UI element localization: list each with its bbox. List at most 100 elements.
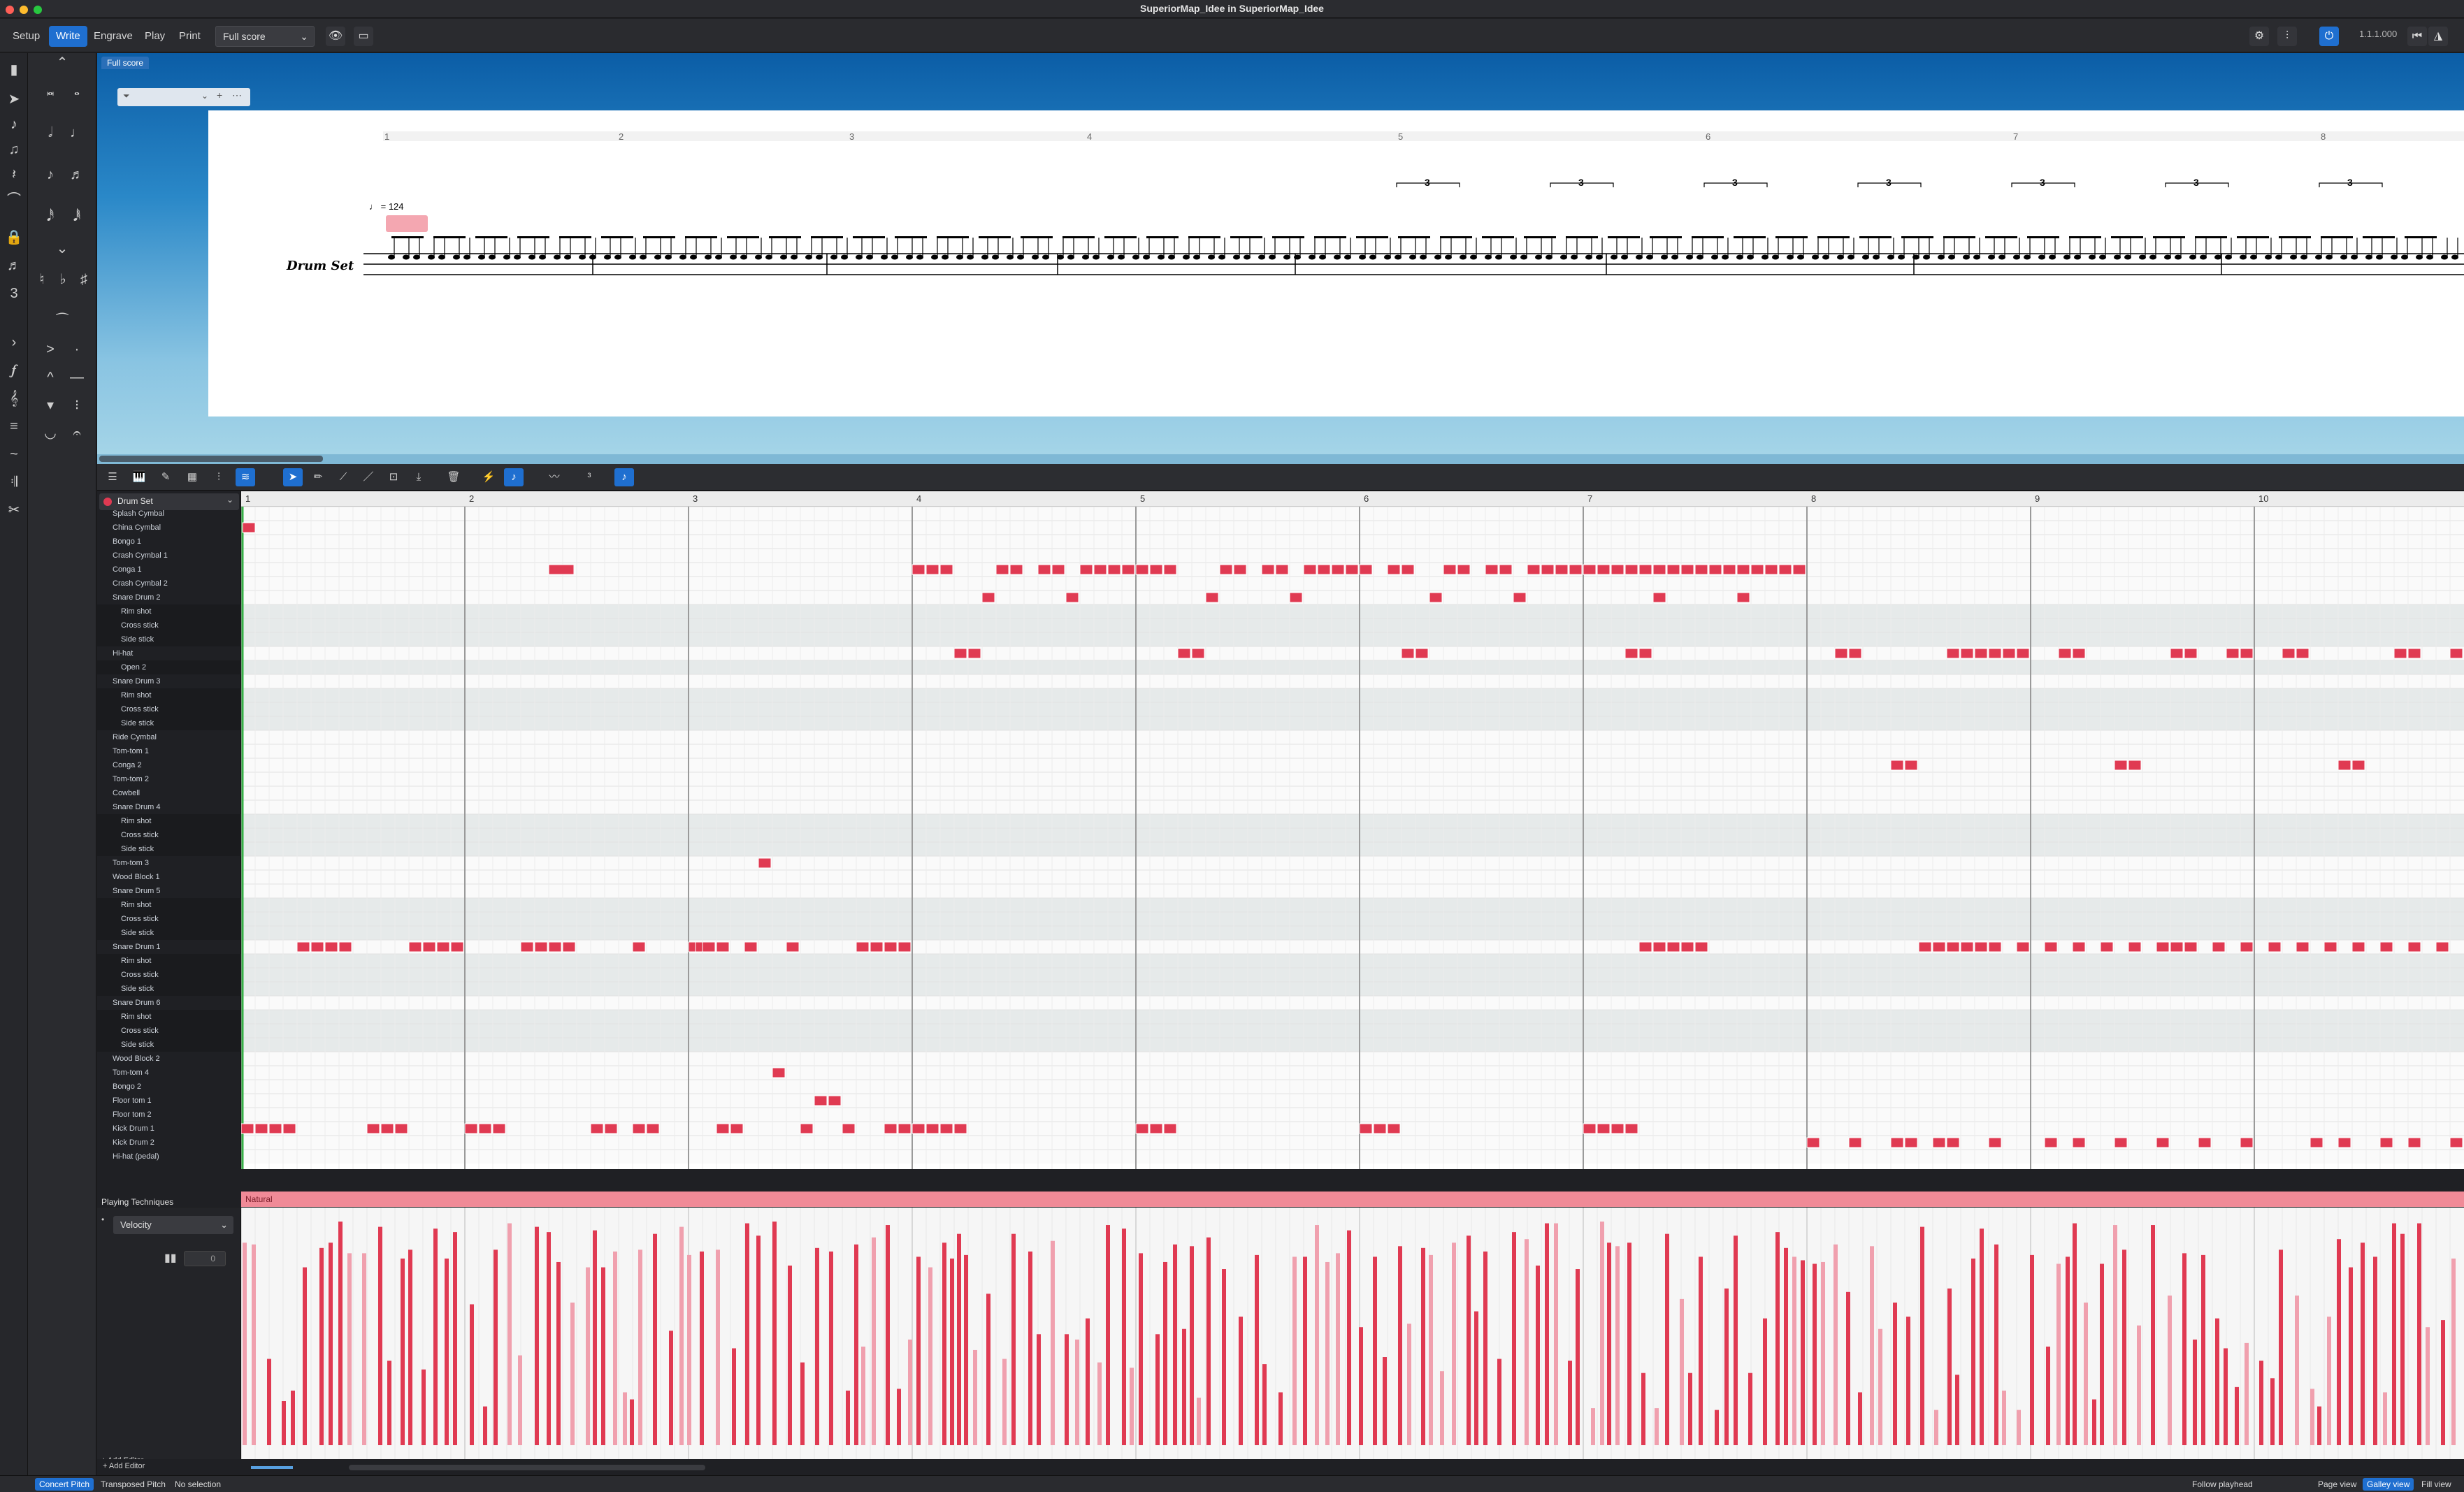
drum-note[interactable]	[2351, 760, 2365, 771]
drum-note[interactable]	[912, 564, 925, 575]
galley-view-button[interactable]: Galley view	[2363, 1478, 2414, 1491]
velocity-bar[interactable]	[2056, 1263, 2061, 1445]
drum-note[interactable]	[884, 1123, 898, 1134]
drum-note[interactable]	[1666, 564, 1680, 575]
velocity-bar[interactable]	[387, 1361, 391, 1445]
velocity-bars[interactable]	[240, 1208, 2464, 1459]
notehead[interactable]	[1560, 254, 1567, 260]
rest-icon[interactable]: 𝄽	[11, 167, 17, 182]
drum-note[interactable]	[1093, 564, 1107, 575]
drum-note[interactable]	[2240, 1137, 2254, 1148]
drum-note[interactable]	[1191, 648, 1205, 659]
notehead[interactable]	[1510, 254, 1517, 260]
drum-note[interactable]	[758, 857, 772, 869]
velocity-bar[interactable]	[1325, 1261, 1330, 1445]
row-label[interactable]: Side stick	[97, 926, 241, 940]
drum-note[interactable]	[772, 1067, 786, 1078]
drum-editor-grid[interactable]	[241, 491, 2464, 1169]
velocity-bar[interactable]	[570, 1302, 575, 1445]
drum-note[interactable]	[981, 592, 995, 603]
drum-note[interactable]	[2156, 941, 2170, 953]
velocity-bar[interactable]	[1429, 1254, 1433, 1445]
drum-note[interactable]	[254, 1123, 268, 1134]
notehead[interactable]	[2451, 254, 2458, 260]
row-label[interactable]: Side stick	[97, 1038, 241, 1052]
velocity-bar[interactable]	[1748, 1373, 1752, 1445]
drum-note[interactable]	[366, 1123, 380, 1134]
velocity-bar[interactable]	[745, 1223, 749, 1445]
notehead[interactable]	[1042, 254, 1049, 260]
notehead[interactable]	[453, 254, 460, 260]
notehead[interactable]	[1636, 254, 1643, 260]
drum-note[interactable]	[1121, 564, 1135, 575]
notehead[interactable]	[1722, 254, 1729, 260]
notehead[interactable]	[1445, 254, 1452, 260]
velocity-bar[interactable]	[1278, 1392, 1283, 1445]
stress-icon[interactable]: ⁝	[74, 398, 80, 413]
velocity-bar[interactable]	[1665, 1233, 1669, 1445]
notehead[interactable]	[1395, 254, 1402, 260]
drum-note[interactable]	[1611, 564, 1624, 575]
drum-note[interactable]	[2114, 760, 2128, 771]
notehead[interactable]	[1847, 254, 1854, 260]
notehead[interactable]	[2114, 254, 2121, 260]
velocity-lane[interactable]	[240, 1208, 2464, 1459]
drum-note[interactable]	[702, 941, 716, 953]
drum-note[interactable]	[2184, 648, 2198, 659]
row-label[interactable]: Hi-hat (pedal)	[113, 1152, 159, 1161]
velocity-bar[interactable]	[800, 1362, 805, 1445]
drum-note[interactable]	[1974, 941, 1988, 953]
drum-note[interactable]	[1163, 1123, 1177, 1134]
drum-note[interactable]	[1317, 564, 1331, 575]
drum-note[interactable]	[1163, 564, 1177, 575]
velocity-bar[interactable]	[1239, 1317, 1243, 1445]
notehead[interactable]	[679, 254, 686, 260]
drum-note[interactable]	[1135, 1123, 1149, 1134]
velocity-bar[interactable]	[2182, 1253, 2186, 1445]
velocity-bar[interactable]	[433, 1229, 438, 1445]
velocity-bar[interactable]	[347, 1253, 352, 1445]
notehead[interactable]	[2225, 254, 2232, 260]
mixer-icon[interactable]: ⚙	[2249, 27, 2269, 46]
drum-note[interactable]	[2170, 941, 2184, 953]
notehead[interactable]	[715, 254, 722, 260]
drum-note[interactable]	[1401, 564, 1415, 575]
drum-note[interactable]	[1233, 564, 1247, 575]
velocity-bar[interactable]	[2392, 1223, 2396, 1445]
notehead[interactable]	[956, 254, 963, 260]
velocity-bar[interactable]	[378, 1226, 382, 1445]
notehead[interactable]	[1319, 254, 1326, 260]
velocity-bar[interactable]	[908, 1339, 912, 1445]
drum-note[interactable]	[2128, 941, 2142, 953]
row-label[interactable]: Floor tom 2	[113, 1110, 152, 1119]
notehead[interactable]	[1772, 254, 1779, 260]
notehead[interactable]	[830, 254, 837, 260]
velocity-lane-icon[interactable]: ≋	[236, 468, 255, 486]
drum-note[interactable]	[632, 1123, 646, 1134]
drum-note[interactable]	[1303, 564, 1317, 575]
velocity-bar[interactable]	[1591, 1408, 1595, 1445]
velocity-bar[interactable]	[1002, 1359, 1007, 1445]
velocity-bar[interactable]	[1467, 1236, 1471, 1445]
notehead[interactable]	[1183, 254, 1190, 260]
velocity-bar[interactable]	[653, 1233, 657, 1445]
row-label[interactable]: Snare Drum 3	[113, 677, 161, 686]
drum-note[interactable]	[1918, 941, 1932, 953]
tie-icon[interactable]: ◡	[44, 426, 57, 441]
drum-note[interactable]	[786, 941, 800, 953]
row-label[interactable]: Wood Block 1	[113, 873, 160, 881]
drum-note[interactable]	[2407, 648, 2421, 659]
velocity-bar[interactable]	[1688, 1373, 1692, 1445]
velocity-bar[interactable]	[1554, 1223, 1558, 1445]
notehead[interactable]	[1107, 254, 1114, 260]
velocity-bar[interactable]	[1383, 1357, 1387, 1445]
velocity-bar[interactable]	[829, 1251, 833, 1445]
arrow-tool-icon[interactable]: ➤	[283, 468, 303, 486]
notehead[interactable]	[388, 254, 395, 260]
notehead[interactable]	[428, 254, 435, 260]
drum-note[interactable]	[1778, 564, 1792, 575]
tremolo-icon[interactable]: ≡	[10, 419, 18, 434]
notehead[interactable]	[2063, 254, 2070, 260]
velocity-bar[interactable]	[2122, 1250, 2126, 1445]
trash-icon[interactable]: 🗑	[447, 471, 461, 483]
